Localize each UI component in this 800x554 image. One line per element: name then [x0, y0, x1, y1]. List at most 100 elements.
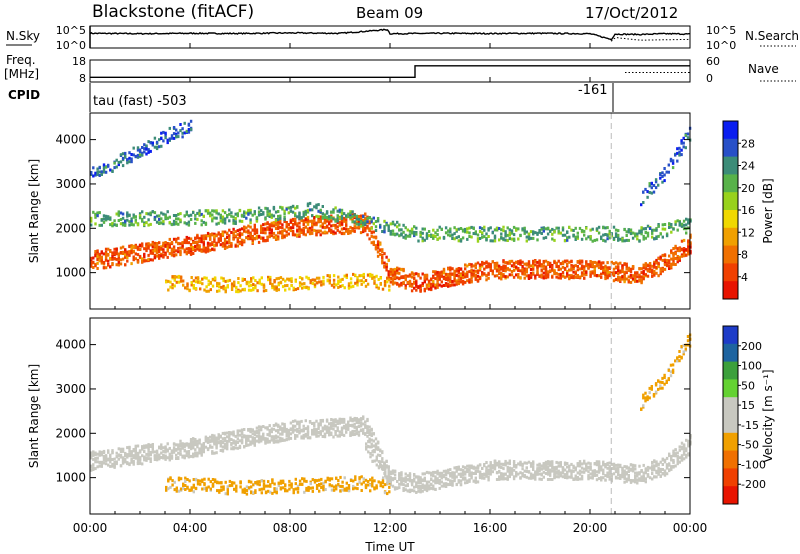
range-cell — [572, 267, 575, 270]
range-cell — [200, 240, 203, 244]
range-cell — [160, 254, 163, 258]
range-cell — [387, 468, 390, 472]
range-cell — [198, 239, 201, 242]
range-cell — [572, 464, 575, 468]
range-cell — [117, 219, 120, 222]
range-cell — [491, 239, 494, 243]
range-cell — [430, 282, 433, 286]
range-cell — [308, 201, 312, 205]
range-cell — [498, 463, 501, 467]
range-cell — [423, 276, 426, 280]
range-cell — [141, 454, 144, 458]
range-cell — [155, 220, 159, 224]
range-cell — [495, 478, 499, 481]
range-cell — [149, 258, 152, 262]
range-cell — [600, 266, 603, 270]
range-cell — [444, 485, 448, 488]
range-cell — [383, 227, 386, 231]
range-cell — [398, 486, 401, 490]
range-cell — [551, 232, 554, 236]
range-cell — [130, 249, 133, 253]
range-cell — [162, 446, 165, 450]
range-cell — [682, 136, 685, 140]
range-cell — [364, 423, 367, 427]
range-cell — [236, 244, 239, 248]
range-cell — [566, 465, 569, 469]
range-cell — [585, 467, 588, 471]
range-cell — [659, 267, 662, 271]
range-cell — [498, 477, 501, 481]
range-cell — [657, 223, 660, 226]
range-cell — [270, 228, 273, 232]
range-cell — [257, 434, 261, 438]
range-cell — [642, 272, 645, 276]
range-cell — [359, 428, 363, 432]
range-cell — [189, 213, 193, 217]
range-cell — [264, 206, 267, 210]
range-cell — [485, 461, 488, 464]
range-cell — [296, 205, 299, 209]
range-cell — [232, 446, 235, 450]
range-cell — [250, 279, 253, 283]
range-cell — [143, 150, 146, 154]
range-cell — [177, 212, 180, 216]
range-cell — [351, 220, 354, 224]
range-cell — [457, 467, 460, 471]
range-cell — [164, 244, 167, 248]
range-cell — [617, 238, 620, 242]
range-cell — [383, 230, 386, 234]
range-cell — [676, 249, 679, 253]
range-cell — [589, 462, 592, 466]
range-cell — [415, 285, 418, 288]
range-cell — [470, 273, 473, 277]
range-cell — [576, 260, 579, 263]
range-cell — [517, 227, 520, 231]
range-cell — [534, 470, 537, 474]
range-cell — [92, 466, 95, 470]
range-cell — [515, 260, 518, 264]
range-cell — [364, 216, 367, 220]
range-cell — [272, 235, 276, 239]
range-cell — [512, 475, 516, 479]
range-cell — [179, 218, 182, 222]
range-cell — [354, 281, 357, 285]
range-cell — [385, 268, 388, 272]
range-cell — [461, 271, 465, 275]
range-cell — [335, 283, 338, 287]
range-cell — [559, 267, 562, 271]
range-cell — [279, 276, 283, 280]
range-cell — [610, 261, 613, 265]
range-cell — [576, 268, 579, 272]
range-cell — [472, 232, 475, 235]
range-cell — [674, 246, 677, 250]
range-cell — [353, 220, 356, 224]
range-cell — [111, 262, 114, 265]
range-cell — [436, 233, 439, 237]
range-cell — [661, 267, 664, 271]
range-cell — [610, 234, 613, 238]
range-cell — [542, 462, 545, 466]
range-cell — [296, 428, 299, 431]
range-cell — [349, 225, 352, 229]
range-cell — [171, 283, 174, 287]
range-cell — [219, 237, 222, 241]
range-cell — [104, 462, 108, 466]
range-cell — [389, 222, 392, 226]
range-cell — [303, 285, 306, 289]
range-cell — [625, 271, 628, 275]
range-cell — [434, 283, 437, 287]
range-cell — [349, 216, 352, 220]
range-cell — [262, 239, 265, 243]
range-cell — [217, 441, 220, 445]
range-cell — [563, 239, 567, 243]
range-cell — [421, 227, 424, 231]
range-cell — [183, 121, 186, 125]
range-cell — [164, 454, 167, 458]
range-cell — [121, 460, 125, 464]
range-cell — [646, 190, 649, 194]
range-cell — [309, 279, 312, 283]
range-cell — [502, 274, 505, 278]
range-cell — [302, 424, 305, 428]
range-cell — [489, 226, 492, 230]
range-cell — [243, 434, 246, 438]
